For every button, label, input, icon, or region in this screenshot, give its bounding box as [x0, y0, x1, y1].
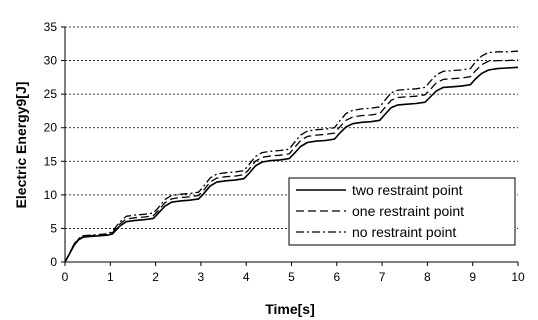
x-tick-label: 3: [198, 270, 205, 284]
y-tick-label: 30: [44, 54, 58, 68]
x-tick-label: 10: [511, 270, 525, 284]
x-tick-label: 7: [379, 270, 386, 284]
series-line-3: [64, 50, 519, 263]
y-tick-label: 35: [44, 20, 58, 34]
legend-items: two restraint point one restraint point no…: [296, 182, 464, 240]
x-tick-label: 8: [424, 270, 431, 284]
x-axis-title: Time[s]: [265, 301, 315, 317]
legend-box: [288, 177, 516, 246]
x-tick-label: 5: [288, 270, 295, 284]
y-tick-label: 10: [44, 188, 58, 202]
y-tick-label: 25: [44, 87, 58, 101]
x-tick-label: 0: [62, 270, 69, 284]
x-tick-label: 9: [469, 270, 476, 284]
x-tick-label: 1: [107, 270, 114, 284]
legend-label-1: two restraint point: [352, 182, 463, 198]
y-tick-label: 15: [44, 154, 58, 168]
x-tick-label: 4: [243, 270, 250, 284]
y-tick-label: 20: [44, 121, 58, 135]
legend: two restraint point one restraint point no…: [288, 177, 516, 246]
legend-label-3: no restraint point: [352, 224, 456, 240]
series-line-2: [64, 59, 519, 263]
y-axis-title: Electric Energy9[J]: [13, 82, 29, 209]
legend-label-2: one restraint point: [352, 203, 464, 219]
x-tick-label: 2: [152, 270, 159, 284]
series-layer: [64, 50, 519, 263]
y-tick-label: 0: [50, 255, 57, 269]
y-tick-label: 5: [50, 221, 57, 235]
series-line-1: [64, 66, 519, 263]
x-tick-label: 6: [333, 270, 340, 284]
tick-layer: 0 5 10 15 20 25 30 35 0 1 2 3 4 5 6 7 8 9 10: [44, 20, 525, 284]
